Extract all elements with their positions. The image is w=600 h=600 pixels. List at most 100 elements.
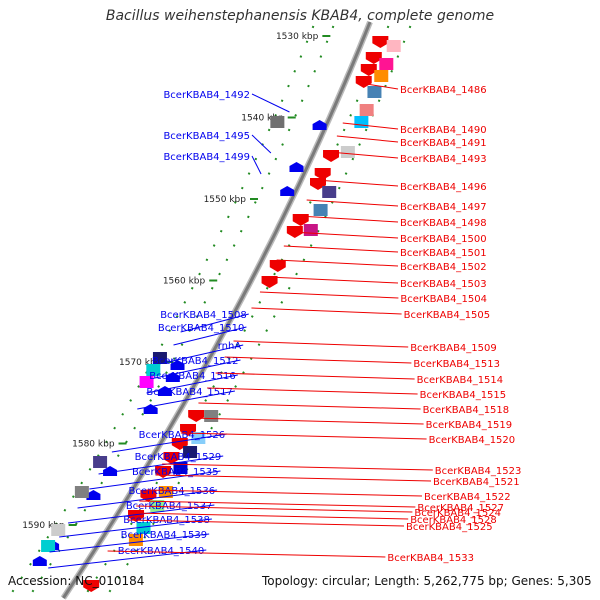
gene-label-bcerkbab4_1496: BcerKBAB4_1496 [400, 182, 487, 193]
leader-left-12 [89, 470, 221, 490]
reverse-gene-19 [83, 580, 100, 592]
gene-block-l-2 [152, 352, 167, 364]
gene-block-l-4 [139, 376, 154, 388]
gene-label-bcerkbab4_1499: BcerKBAB4_1499 [163, 152, 250, 163]
gene-label-bcerkbab4_1486: BcerKBAB4_1486 [400, 85, 487, 96]
map-title: Bacillus weihenstephanensis KBAB4, compl… [105, 8, 495, 24]
gene-block-l-6 [74, 486, 89, 498]
leader-left-14 [68, 504, 215, 524]
leader-left-11 [98, 455, 224, 475]
gene-block-r-9 [313, 204, 328, 216]
gene-label-bcerkbab4_1497: BcerKBAB4_1497 [400, 202, 487, 213]
reverse-gene-6 [314, 168, 331, 180]
gene-label-bcerkbab4_1535: BcerKBAB4_1535 [132, 467, 219, 478]
scale-label-1560: 1560 kbp [163, 277, 206, 287]
leader-right-14 [233, 340, 409, 348]
leader-right-15 [224, 356, 412, 364]
leader-right-20 [180, 432, 427, 440]
leader-right-19 [189, 417, 424, 425]
leader-right-7 [298, 215, 399, 223]
leader-right-16 [215, 372, 415, 380]
leader-left-3 [251, 155, 262, 175]
forward-gene-4 [170, 360, 185, 370]
reverse-gene-10 [269, 260, 286, 272]
gene-label-bcerkbab4_1528: BcerKBAB4_1528 [410, 515, 497, 526]
gene-block-r-3 [374, 70, 389, 82]
gene-label-bcerkbab4_1518: BcerKBAB4_1518 [423, 405, 510, 416]
leader-right-22 [155, 474, 432, 482]
leader-left-13 [77, 489, 218, 509]
gene-label-bcerkbab4_1492: BcerKBAB4_1492 [163, 90, 250, 101]
reverse-gene-15 [163, 452, 180, 464]
gene-label-bcerkbab4_1502: BcerKBAB4_1502 [400, 262, 487, 273]
leader-left-8 [146, 374, 238, 394]
scale-label-1590: 1590 kbp [22, 521, 65, 531]
gene-block-r-17 [136, 522, 151, 534]
forward-gene-7 [143, 404, 158, 414]
leader-right-28 [107, 550, 386, 558]
leader-left-15 [59, 518, 212, 538]
gene-label-bcerkbab4_1508: BcerKBAB4_1508 [160, 310, 247, 321]
gene-block-r-10 [303, 224, 318, 236]
leader-right-4 [329, 151, 399, 159]
leader-right-3 [336, 135, 399, 143]
gene-block-l-8 [41, 540, 56, 552]
scale-label-1570: 1570 kbp [119, 358, 162, 368]
scale-label-1540: 1540 kbp [241, 114, 284, 124]
gene-label-bcerkbab4_1513: BcerKBAB4_1513 [413, 359, 500, 370]
gene-label-bcerkbab4_1490: BcerKBAB4_1490 [400, 125, 487, 136]
leader-right-10 [276, 259, 399, 267]
gene-block-l-5 [93, 456, 108, 468]
gene-label-bcerkbab4_1503: BcerKBAB4_1503 [400, 279, 487, 290]
forward-gene-3 [280, 186, 295, 196]
gene-label-bcerkbab4_1509: BcerKBAB4_1509 [410, 343, 497, 354]
gene-label-bcerkbab4_1512: BcerKBAB4_1512 [152, 356, 239, 367]
reverse-gene-8 [292, 214, 309, 226]
leader-right-1 [360, 82, 399, 90]
leader-right-21 [162, 463, 433, 471]
leader-left-7 [154, 359, 241, 379]
forward-gene-8 [103, 466, 118, 476]
leader-left-6 [163, 344, 244, 364]
reverse-gene-1 [372, 36, 389, 48]
gene-label-bcerkbab4_1517: BcerKBAB4_1517 [146, 387, 233, 398]
reverse-gene-3 [360, 64, 377, 76]
gene-block-r-2 [379, 58, 394, 70]
leader-left-1 [251, 93, 290, 113]
gene-label-bcerkbab4_1522: BcerKBAB4_1522 [424, 492, 511, 503]
leader-left-2 [251, 134, 272, 154]
gene-label-bcerkbab4_1500: BcerKBAB4_1500 [400, 234, 487, 245]
gene-block-r-13 [183, 446, 198, 458]
leader-right-9 [283, 245, 399, 253]
leader-left-16 [49, 533, 210, 553]
gene-label-bcerkbab4_1519: BcerKBAB4_1519 [426, 420, 513, 431]
forward-gene-9 [86, 490, 101, 500]
reverse-gene-5 [323, 150, 340, 162]
leader-right-18 [198, 402, 421, 410]
gene-label-bcerkbab4_1501: BcerKBAB4_1501 [400, 248, 487, 259]
leader-right-12 [259, 291, 399, 299]
gene-label-bcerkbab4_1527: BcerKBAB4_1527 [417, 503, 504, 514]
gene-block-r-5 [359, 104, 374, 116]
gene-label-bcerkbab4_1515: BcerKBAB4_1515 [420, 390, 507, 401]
scale-label-1550: 1550 kbp [204, 195, 247, 205]
gene-block-r-15 [158, 486, 173, 498]
gene-label-bcerkbab4_1504: BcerKBAB4_1504 [400, 294, 487, 305]
leader-left-9 [137, 390, 235, 410]
gene-block-r-4 [367, 86, 382, 98]
forward-gene-2 [289, 162, 304, 172]
gene-label-bcerkbab4_1510: BcerKBAB4_1510 [158, 323, 245, 334]
gene-label-rnha: rnhA [218, 341, 242, 352]
gene-block-r-7 [340, 146, 355, 158]
leader-right-6 [306, 199, 399, 207]
gene-label-bcerkbab4_1505: BcerKBAB4_1505 [404, 310, 491, 321]
leader-left-10 [111, 433, 228, 453]
leader-right-23 [146, 489, 423, 497]
gene-label-bcerkbab4_1516: BcerKBAB4_1516 [149, 371, 236, 382]
gene-label-bcerkbab4_1540: BcerKBAB4_1540 [118, 546, 205, 557]
leader-right-27 [127, 519, 405, 527]
leader-left-4 [180, 313, 249, 333]
gene-label-bcerkbab4_1539: BcerKBAB4_1539 [121, 530, 208, 541]
